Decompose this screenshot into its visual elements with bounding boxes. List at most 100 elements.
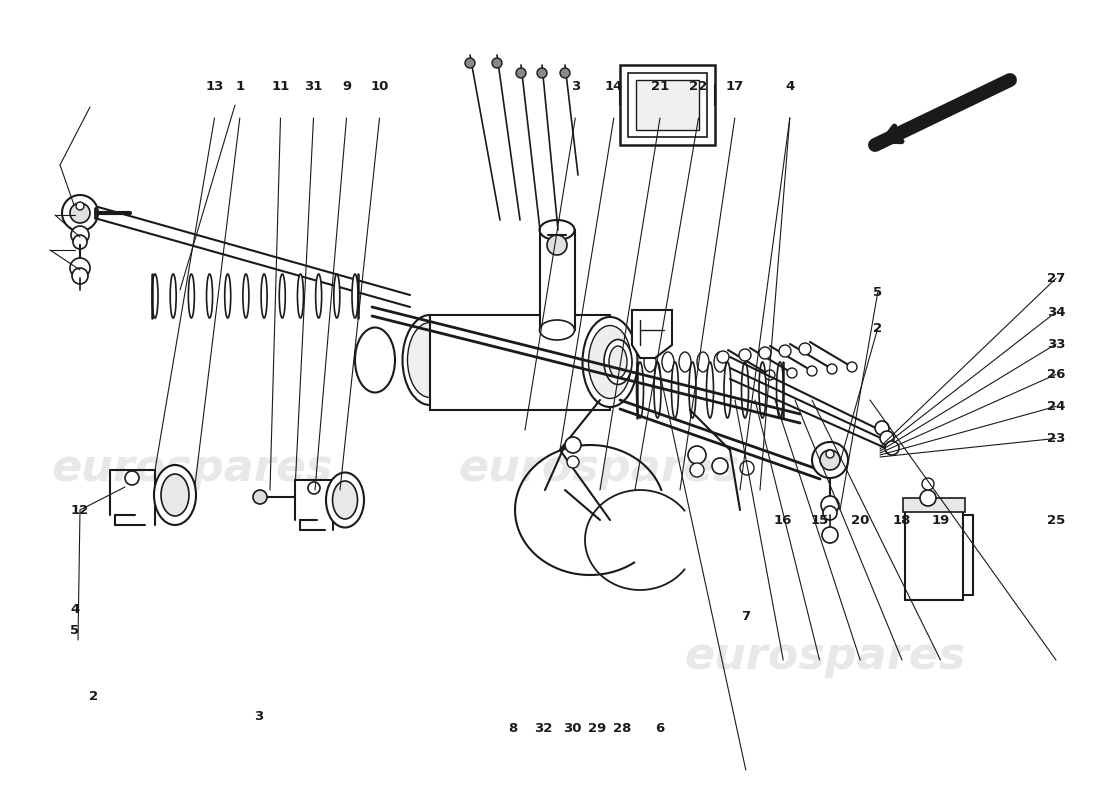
Circle shape <box>547 235 567 255</box>
Ellipse shape <box>333 274 340 318</box>
Ellipse shape <box>261 274 267 318</box>
Ellipse shape <box>243 274 249 318</box>
Circle shape <box>821 496 839 514</box>
Ellipse shape <box>689 362 696 418</box>
Ellipse shape <box>759 362 766 418</box>
Circle shape <box>308 482 320 494</box>
Ellipse shape <box>604 339 632 385</box>
Ellipse shape <box>326 473 364 527</box>
Ellipse shape <box>152 274 158 318</box>
Ellipse shape <box>644 352 656 372</box>
Text: 29: 29 <box>588 722 606 734</box>
Ellipse shape <box>724 362 732 418</box>
Circle shape <box>847 362 857 372</box>
Circle shape <box>874 421 889 435</box>
Text: 17: 17 <box>726 80 744 93</box>
Ellipse shape <box>679 352 691 372</box>
Ellipse shape <box>637 362 644 418</box>
Ellipse shape <box>154 465 196 525</box>
Circle shape <box>565 437 581 453</box>
Ellipse shape <box>279 274 285 318</box>
Circle shape <box>717 351 729 363</box>
Circle shape <box>125 471 139 485</box>
Circle shape <box>812 442 848 478</box>
Circle shape <box>465 58 475 68</box>
Polygon shape <box>632 310 672 358</box>
Circle shape <box>70 203 90 223</box>
Text: eurospares: eurospares <box>684 634 966 678</box>
Circle shape <box>72 226 89 244</box>
Ellipse shape <box>583 317 638 407</box>
Circle shape <box>920 490 936 506</box>
Circle shape <box>688 446 706 464</box>
Text: 8: 8 <box>508 722 517 734</box>
Text: 6: 6 <box>656 722 664 734</box>
Text: 16: 16 <box>774 514 792 526</box>
Ellipse shape <box>170 274 176 318</box>
Text: 11: 11 <box>272 80 289 93</box>
Ellipse shape <box>224 274 231 318</box>
Ellipse shape <box>697 352 710 372</box>
Text: eurospares: eurospares <box>459 446 740 490</box>
Ellipse shape <box>297 274 304 318</box>
Ellipse shape <box>654 362 661 418</box>
Circle shape <box>70 258 90 278</box>
Bar <box>905 510 962 600</box>
Text: 22: 22 <box>690 80 707 93</box>
Bar <box>540 230 575 330</box>
Circle shape <box>73 235 87 249</box>
Text: 7: 7 <box>741 610 750 622</box>
Text: 1: 1 <box>235 80 244 93</box>
Ellipse shape <box>609 346 627 378</box>
Circle shape <box>922 478 934 490</box>
Text: 3: 3 <box>571 80 580 93</box>
Text: 23: 23 <box>1047 432 1065 445</box>
Ellipse shape <box>207 274 212 318</box>
Text: 2: 2 <box>89 690 98 702</box>
Text: 3: 3 <box>254 710 263 722</box>
Ellipse shape <box>161 474 189 516</box>
Bar <box>903 498 965 512</box>
Text: 18: 18 <box>893 514 911 526</box>
Text: 4: 4 <box>785 80 794 93</box>
Text: 10: 10 <box>371 80 388 93</box>
Ellipse shape <box>332 481 358 519</box>
Circle shape <box>739 349 751 361</box>
Circle shape <box>807 366 817 376</box>
Bar <box>430 315 610 410</box>
Text: 21: 21 <box>651 80 669 93</box>
Text: 33: 33 <box>1047 338 1065 350</box>
Circle shape <box>759 347 771 359</box>
Text: 9: 9 <box>342 80 351 93</box>
Ellipse shape <box>316 274 321 318</box>
Ellipse shape <box>588 326 631 398</box>
Text: 13: 13 <box>206 80 223 93</box>
Text: 25: 25 <box>1047 514 1065 526</box>
Text: 19: 19 <box>932 514 949 526</box>
Text: 26: 26 <box>1047 368 1065 381</box>
Text: 24: 24 <box>1047 400 1065 413</box>
Ellipse shape <box>671 362 679 418</box>
Circle shape <box>820 450 840 470</box>
Bar <box>620 65 715 145</box>
Text: 14: 14 <box>605 80 623 93</box>
Text: 20: 20 <box>851 514 869 526</box>
Ellipse shape <box>714 352 726 372</box>
Circle shape <box>62 195 98 231</box>
Text: 32: 32 <box>535 722 552 734</box>
Circle shape <box>253 490 267 504</box>
Circle shape <box>712 458 728 474</box>
Text: 5: 5 <box>873 286 882 298</box>
Circle shape <box>779 345 791 357</box>
Ellipse shape <box>706 362 714 418</box>
Circle shape <box>516 68 526 78</box>
Ellipse shape <box>777 362 783 418</box>
Text: 4: 4 <box>70 603 79 616</box>
Circle shape <box>822 527 838 543</box>
Text: 34: 34 <box>1047 306 1065 318</box>
Bar <box>628 73 707 137</box>
Circle shape <box>537 68 547 78</box>
Text: eurospares: eurospares <box>52 446 333 490</box>
Ellipse shape <box>741 362 748 418</box>
Circle shape <box>740 461 754 475</box>
